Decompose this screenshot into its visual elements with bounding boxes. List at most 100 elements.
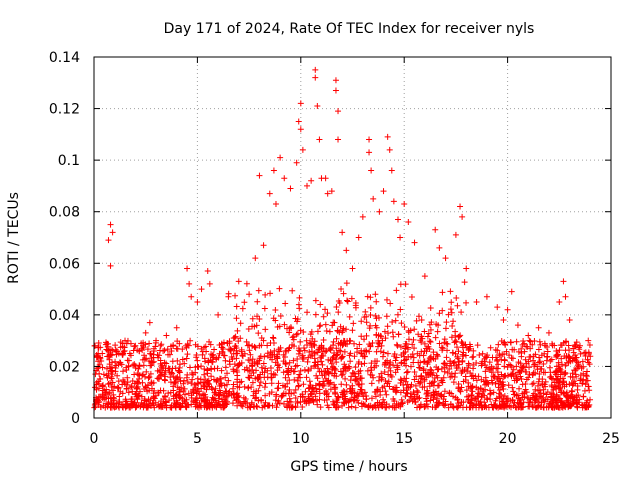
- data-point: [181, 385, 188, 392]
- data-point: [367, 322, 374, 329]
- y-tick-labels: 0 0.02 0.04 0.06 0.08 0.1 0.12 0.14: [49, 50, 80, 427]
- data-point: [451, 359, 458, 366]
- data-point: [278, 393, 285, 400]
- data-point: [364, 293, 371, 300]
- data-point: [423, 345, 430, 352]
- data-point: [368, 167, 375, 174]
- data-point: [188, 394, 195, 401]
- data-point: [136, 362, 143, 369]
- data-point: [116, 359, 123, 366]
- data-point: [419, 384, 426, 391]
- data-point: [450, 404, 457, 411]
- data-point: [584, 356, 591, 363]
- data-point: [339, 371, 346, 378]
- data-point: [338, 286, 345, 293]
- data-point: [317, 322, 324, 329]
- data-point: [332, 366, 339, 373]
- data-point: [381, 383, 388, 390]
- data-point: [378, 333, 385, 340]
- data-point: [332, 77, 339, 84]
- y-tick-label: 0.14: [49, 50, 80, 66]
- data-point: [363, 393, 370, 400]
- data-point: [204, 397, 211, 404]
- data-point: [249, 315, 256, 322]
- data-point: [366, 149, 373, 156]
- data-point: [497, 378, 504, 385]
- data-point: [229, 385, 236, 392]
- data-point: [458, 399, 465, 406]
- data-point: [220, 339, 227, 346]
- data-point: [414, 350, 421, 357]
- data-point: [442, 255, 449, 262]
- data-point: [473, 298, 480, 305]
- data-point: [251, 323, 258, 330]
- data-point: [449, 349, 456, 356]
- data-point: [468, 373, 475, 380]
- data-point: [432, 334, 439, 341]
- y-tick-label: 0.1: [58, 153, 80, 169]
- data-point: [430, 382, 437, 389]
- data-point: [260, 360, 267, 367]
- data-point: [201, 355, 208, 362]
- data-point: [434, 353, 441, 360]
- data-point: [558, 398, 565, 405]
- data-point: [364, 367, 371, 374]
- data-point: [253, 394, 260, 401]
- data-point: [428, 319, 435, 326]
- data-point: [416, 380, 423, 387]
- data-point: [243, 338, 250, 345]
- data-point: [170, 395, 177, 402]
- data-point: [155, 375, 162, 382]
- data-point: [194, 386, 201, 393]
- data-point: [586, 387, 593, 394]
- data-point: [418, 333, 425, 340]
- data-point: [194, 357, 201, 364]
- data-point: [496, 387, 503, 394]
- data-point: [586, 350, 593, 357]
- data-point: [225, 377, 232, 384]
- data-point: [549, 404, 556, 411]
- data-point: [524, 343, 531, 350]
- data-point: [300, 381, 307, 388]
- data-point: [410, 359, 417, 366]
- data-point: [401, 375, 408, 382]
- data-point: [277, 154, 284, 161]
- data-point: [515, 404, 522, 411]
- data-point: [328, 188, 335, 195]
- x-tick-label: 20: [499, 431, 517, 447]
- data-point: [254, 298, 261, 305]
- data-point: [259, 369, 266, 376]
- data-point: [347, 358, 354, 365]
- data-point: [297, 399, 304, 406]
- data-point: [387, 367, 394, 374]
- data-point: [378, 342, 385, 349]
- data-point: [241, 350, 248, 357]
- data-point: [261, 353, 268, 360]
- data-point: [163, 332, 170, 339]
- data-point: [433, 321, 440, 328]
- data-point: [411, 369, 418, 376]
- data-point: [351, 370, 358, 377]
- data-point: [282, 383, 289, 390]
- x-tick-label: 0: [90, 431, 99, 447]
- data-point: [449, 322, 456, 329]
- data-point: [439, 289, 446, 296]
- data-point: [583, 377, 590, 384]
- data-point: [522, 386, 529, 393]
- data-point: [416, 365, 423, 372]
- data-point: [373, 324, 380, 331]
- data-point: [385, 364, 392, 371]
- data-point: [270, 167, 277, 174]
- data-point: [516, 385, 523, 392]
- data-point: [328, 360, 335, 367]
- data-point: [322, 375, 329, 382]
- data-point: [482, 402, 489, 409]
- data-point: [393, 341, 400, 348]
- data-point: [479, 358, 486, 365]
- data-point: [233, 303, 240, 310]
- data-point: [519, 381, 526, 388]
- data-point: [414, 389, 421, 396]
- data-point: [281, 175, 288, 182]
- data-point: [537, 365, 544, 372]
- data-point: [583, 372, 590, 379]
